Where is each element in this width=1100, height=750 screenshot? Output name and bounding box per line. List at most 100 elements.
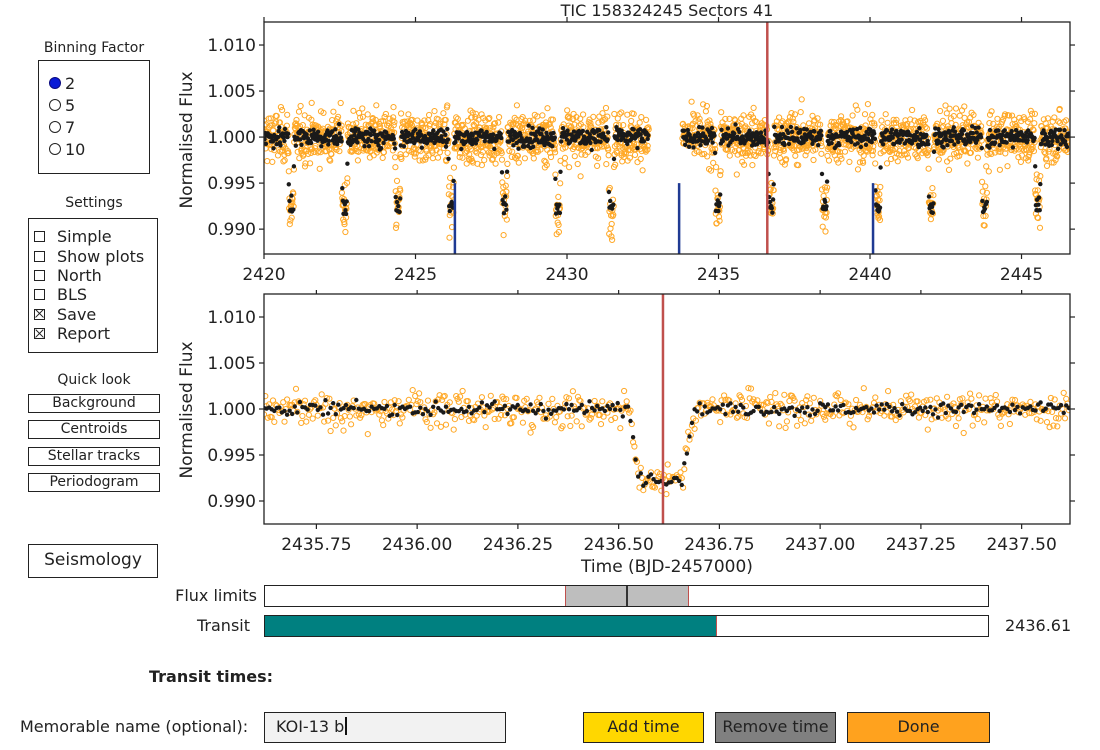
setting-simple[interactable]: Simple <box>34 227 144 246</box>
binned-flux-point <box>559 139 564 144</box>
raw-flux-point <box>865 413 873 420</box>
checkbox-checked-icon[interactable] <box>34 328 45 340</box>
radio-button-icon[interactable] <box>49 77 61 89</box>
flux-limits-slider[interactable] <box>264 585 989 607</box>
raw-flux-point <box>498 150 505 157</box>
radio-button-icon[interactable] <box>49 99 61 111</box>
raw-flux-point <box>651 484 659 491</box>
add-time-button[interactable]: Add time <box>583 712 704 743</box>
radio-button-icon[interactable] <box>49 121 61 133</box>
raw-flux-point <box>1030 148 1038 155</box>
radio-button-icon[interactable] <box>49 143 61 155</box>
setting-bls[interactable]: BLS <box>34 285 144 304</box>
raw-flux-point <box>444 102 451 109</box>
x-tick-label: 2440 <box>848 265 891 285</box>
binned-flux-point <box>917 126 922 131</box>
y-tick-label: 1.005 <box>207 354 256 374</box>
binning-option-2[interactable]: 2 <box>49 72 85 94</box>
raw-flux-point <box>415 146 422 154</box>
done-button[interactable]: Done <box>847 712 990 743</box>
raw-flux-point <box>1027 107 1034 114</box>
raw-flux-point <box>631 151 639 158</box>
raw-flux-point <box>808 417 815 424</box>
binning-option-10[interactable]: 10 <box>49 138 85 160</box>
raw-flux-point <box>359 105 366 112</box>
raw-flux-point <box>380 422 387 429</box>
setting-show-plots[interactable]: Show plots <box>34 246 144 266</box>
binned-flux-point <box>976 402 982 407</box>
binned-flux-point <box>872 136 878 141</box>
raw-flux-point <box>770 187 777 194</box>
quicklook-periodogram-button[interactable]: Periodogram <box>28 472 160 492</box>
binned-flux-point <box>1043 406 1048 411</box>
binned-flux-point <box>1053 127 1058 132</box>
binned-flux-point <box>446 156 451 161</box>
binned-flux-point <box>892 406 897 411</box>
quicklook-stellar-tracks-button[interactable]: Stellar tracks <box>28 446 160 466</box>
raw-flux-point <box>616 110 623 118</box>
binned-flux-point <box>631 127 636 132</box>
binned-flux-point <box>756 404 761 409</box>
binned-flux-point <box>869 139 874 145</box>
transit-slider-fill[interactable] <box>265 616 718 636</box>
quicklook-centroids-button[interactable]: Centroids <box>28 420 160 440</box>
binned-flux-point <box>697 401 702 406</box>
checkbox-icon[interactable] <box>34 289 45 301</box>
lightcurve-chart: TIC 158324245 Sectors 41 2420 2425 2430 243… <box>177 1 1075 285</box>
raw-flux-point <box>612 414 619 422</box>
binned-flux-point <box>597 128 602 133</box>
binned-flux-point <box>381 140 386 146</box>
binned-flux-point <box>782 142 787 148</box>
flux-limits-center-handle[interactable] <box>626 586 628 606</box>
binned-flux-point <box>274 142 279 147</box>
checkbox-checked-icon[interactable] <box>34 308 45 320</box>
raw-flux-point <box>610 211 617 218</box>
raw-flux-point <box>420 124 427 131</box>
raw-flux-point <box>412 150 419 157</box>
binned-flux-point <box>712 133 717 138</box>
binned-flux-point <box>758 130 764 135</box>
binned-flux-point <box>907 408 913 414</box>
checkbox-icon[interactable] <box>34 250 45 262</box>
binned-flux-point <box>292 404 297 409</box>
binned-flux-point <box>362 144 367 149</box>
memorable-name-input[interactable]: KOI-13 b <box>264 712 506 743</box>
raw-flux-point <box>1030 127 1037 134</box>
raw-flux-point <box>908 391 915 398</box>
raw-flux-point <box>937 107 944 115</box>
checkbox-icon[interactable] <box>34 269 45 281</box>
binned-flux-point <box>686 144 692 149</box>
binned-flux-point <box>643 480 649 486</box>
setting-save[interactable]: Save <box>34 305 144 324</box>
binning-option-7[interactable]: 7 <box>49 116 85 138</box>
setting-north[interactable]: North <box>34 266 144 285</box>
binned-flux-point <box>469 411 474 416</box>
quicklook-background-button[interactable]: Background <box>28 394 160 413</box>
binned-flux-point <box>716 208 721 214</box>
setting-report[interactable]: Report <box>34 324 144 343</box>
checkbox-icon[interactable] <box>34 231 45 243</box>
raw-flux-point <box>750 396 757 403</box>
raw-flux-point <box>295 108 303 115</box>
raw-flux-point <box>341 221 348 228</box>
raw-flux-point <box>536 394 543 401</box>
binned-flux-point <box>368 132 374 138</box>
seismology-button[interactable]: Seismology <box>28 544 158 578</box>
raw-flux-point <box>417 399 424 406</box>
transit-slider[interactable] <box>264 615 989 637</box>
raw-flux-point <box>853 396 860 404</box>
binning-option-5[interactable]: 5 <box>49 94 85 116</box>
binned-flux-point <box>516 146 521 151</box>
raw-flux-point <box>264 158 271 165</box>
binned-flux-point <box>1010 145 1016 150</box>
raw-flux-point <box>639 167 646 174</box>
raw-flux-point <box>444 149 451 156</box>
raw-flux-point <box>427 424 434 431</box>
raw-flux-point <box>321 418 328 425</box>
binned-flux-point <box>558 169 563 174</box>
raw-flux-point <box>510 414 518 421</box>
binned-flux-point <box>443 144 449 149</box>
remove-time-button[interactable]: Remove time <box>715 712 836 743</box>
binned-flux-point <box>1062 139 1068 144</box>
binned-flux-point <box>700 125 705 130</box>
